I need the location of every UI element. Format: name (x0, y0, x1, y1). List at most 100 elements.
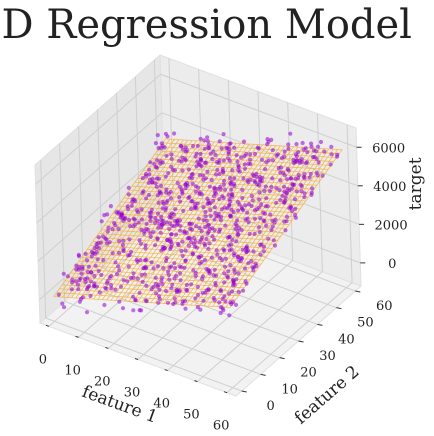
data-point (126, 253, 131, 258)
data-point (192, 236, 197, 241)
data-point (226, 291, 232, 296)
data-point (172, 168, 178, 173)
data-point (194, 164, 199, 169)
data-point (155, 236, 160, 241)
data-point (272, 220, 277, 225)
data-point (251, 173, 256, 178)
data-point (261, 244, 267, 249)
data-point (113, 223, 118, 228)
data-point (311, 148, 316, 153)
data-point (212, 298, 217, 303)
data-point (322, 149, 327, 154)
data-point (76, 287, 81, 292)
data-point (239, 227, 244, 233)
data-point (232, 184, 237, 189)
data-point (121, 218, 126, 223)
data-point (231, 279, 236, 284)
z-tick-label: 2000 (375, 218, 408, 233)
data-point (230, 194, 235, 199)
data-point (235, 218, 240, 223)
x-tick-label: 60 (213, 419, 230, 434)
data-point (173, 232, 179, 237)
data-point (262, 188, 267, 194)
data-point (218, 218, 223, 223)
data-point (205, 231, 210, 236)
data-point (292, 212, 298, 217)
data-point (125, 206, 131, 211)
plane-wire-line (207, 148, 321, 307)
data-point (209, 255, 214, 260)
data-point (166, 171, 171, 176)
data-point (115, 272, 120, 277)
data-point (256, 205, 262, 210)
data-point (105, 229, 110, 234)
data-point (244, 281, 249, 286)
data-point (127, 237, 132, 242)
plane-wire-line (199, 147, 312, 306)
data-point (309, 190, 314, 195)
data-point (94, 250, 99, 255)
data-point (335, 152, 340, 157)
data-point (97, 246, 102, 251)
data-point (153, 275, 158, 280)
data-point (281, 184, 287, 189)
data-point (141, 189, 146, 194)
data-point (242, 162, 247, 167)
data-point (219, 207, 225, 212)
data-point (162, 245, 167, 250)
data-point (169, 232, 174, 237)
data-point (227, 147, 232, 152)
grid-line-z-back (162, 150, 360, 225)
data-point (136, 220, 141, 225)
data-point (56, 292, 61, 297)
data-point (194, 206, 199, 211)
data-point (270, 148, 275, 153)
data-point (128, 249, 134, 254)
data-point (278, 165, 284, 170)
data-point (75, 282, 81, 287)
data-point (79, 271, 84, 276)
data-point (154, 184, 159, 189)
data-point (120, 212, 125, 217)
data-point (293, 206, 298, 211)
data-point (108, 283, 114, 288)
data-point (212, 228, 217, 233)
data-point (153, 220, 158, 225)
data-point (282, 154, 287, 159)
data-point (195, 201, 200, 206)
data-point (300, 140, 305, 146)
data-point (252, 216, 257, 221)
data-point (212, 217, 217, 222)
data-point (314, 156, 319, 161)
data-point (278, 170, 283, 175)
grid-line-z-side (35, 73, 161, 185)
data-point (282, 219, 287, 224)
data-point (169, 242, 174, 247)
data-point (117, 268, 122, 273)
data-point (105, 241, 110, 246)
data-point (270, 176, 275, 181)
data-point (155, 133, 160, 138)
data-point (258, 179, 263, 184)
y-tick-mark (355, 290, 361, 293)
data-point (207, 226, 212, 232)
data-point (217, 197, 222, 202)
data-point (237, 202, 242, 207)
data-point (235, 254, 240, 259)
data-point (203, 209, 208, 215)
data-point (183, 186, 188, 191)
data-point (221, 308, 226, 313)
data-point (137, 238, 142, 243)
data-point (222, 187, 228, 192)
data-point (156, 200, 161, 205)
x-tick-mark (45, 324, 50, 327)
plane-wire-line (140, 173, 317, 186)
data-point (172, 296, 177, 301)
data-point (157, 297, 162, 302)
data-point (70, 277, 75, 282)
data-point (165, 237, 170, 243)
data-point (252, 178, 257, 183)
data-point (228, 180, 233, 186)
data-point (249, 193, 254, 198)
